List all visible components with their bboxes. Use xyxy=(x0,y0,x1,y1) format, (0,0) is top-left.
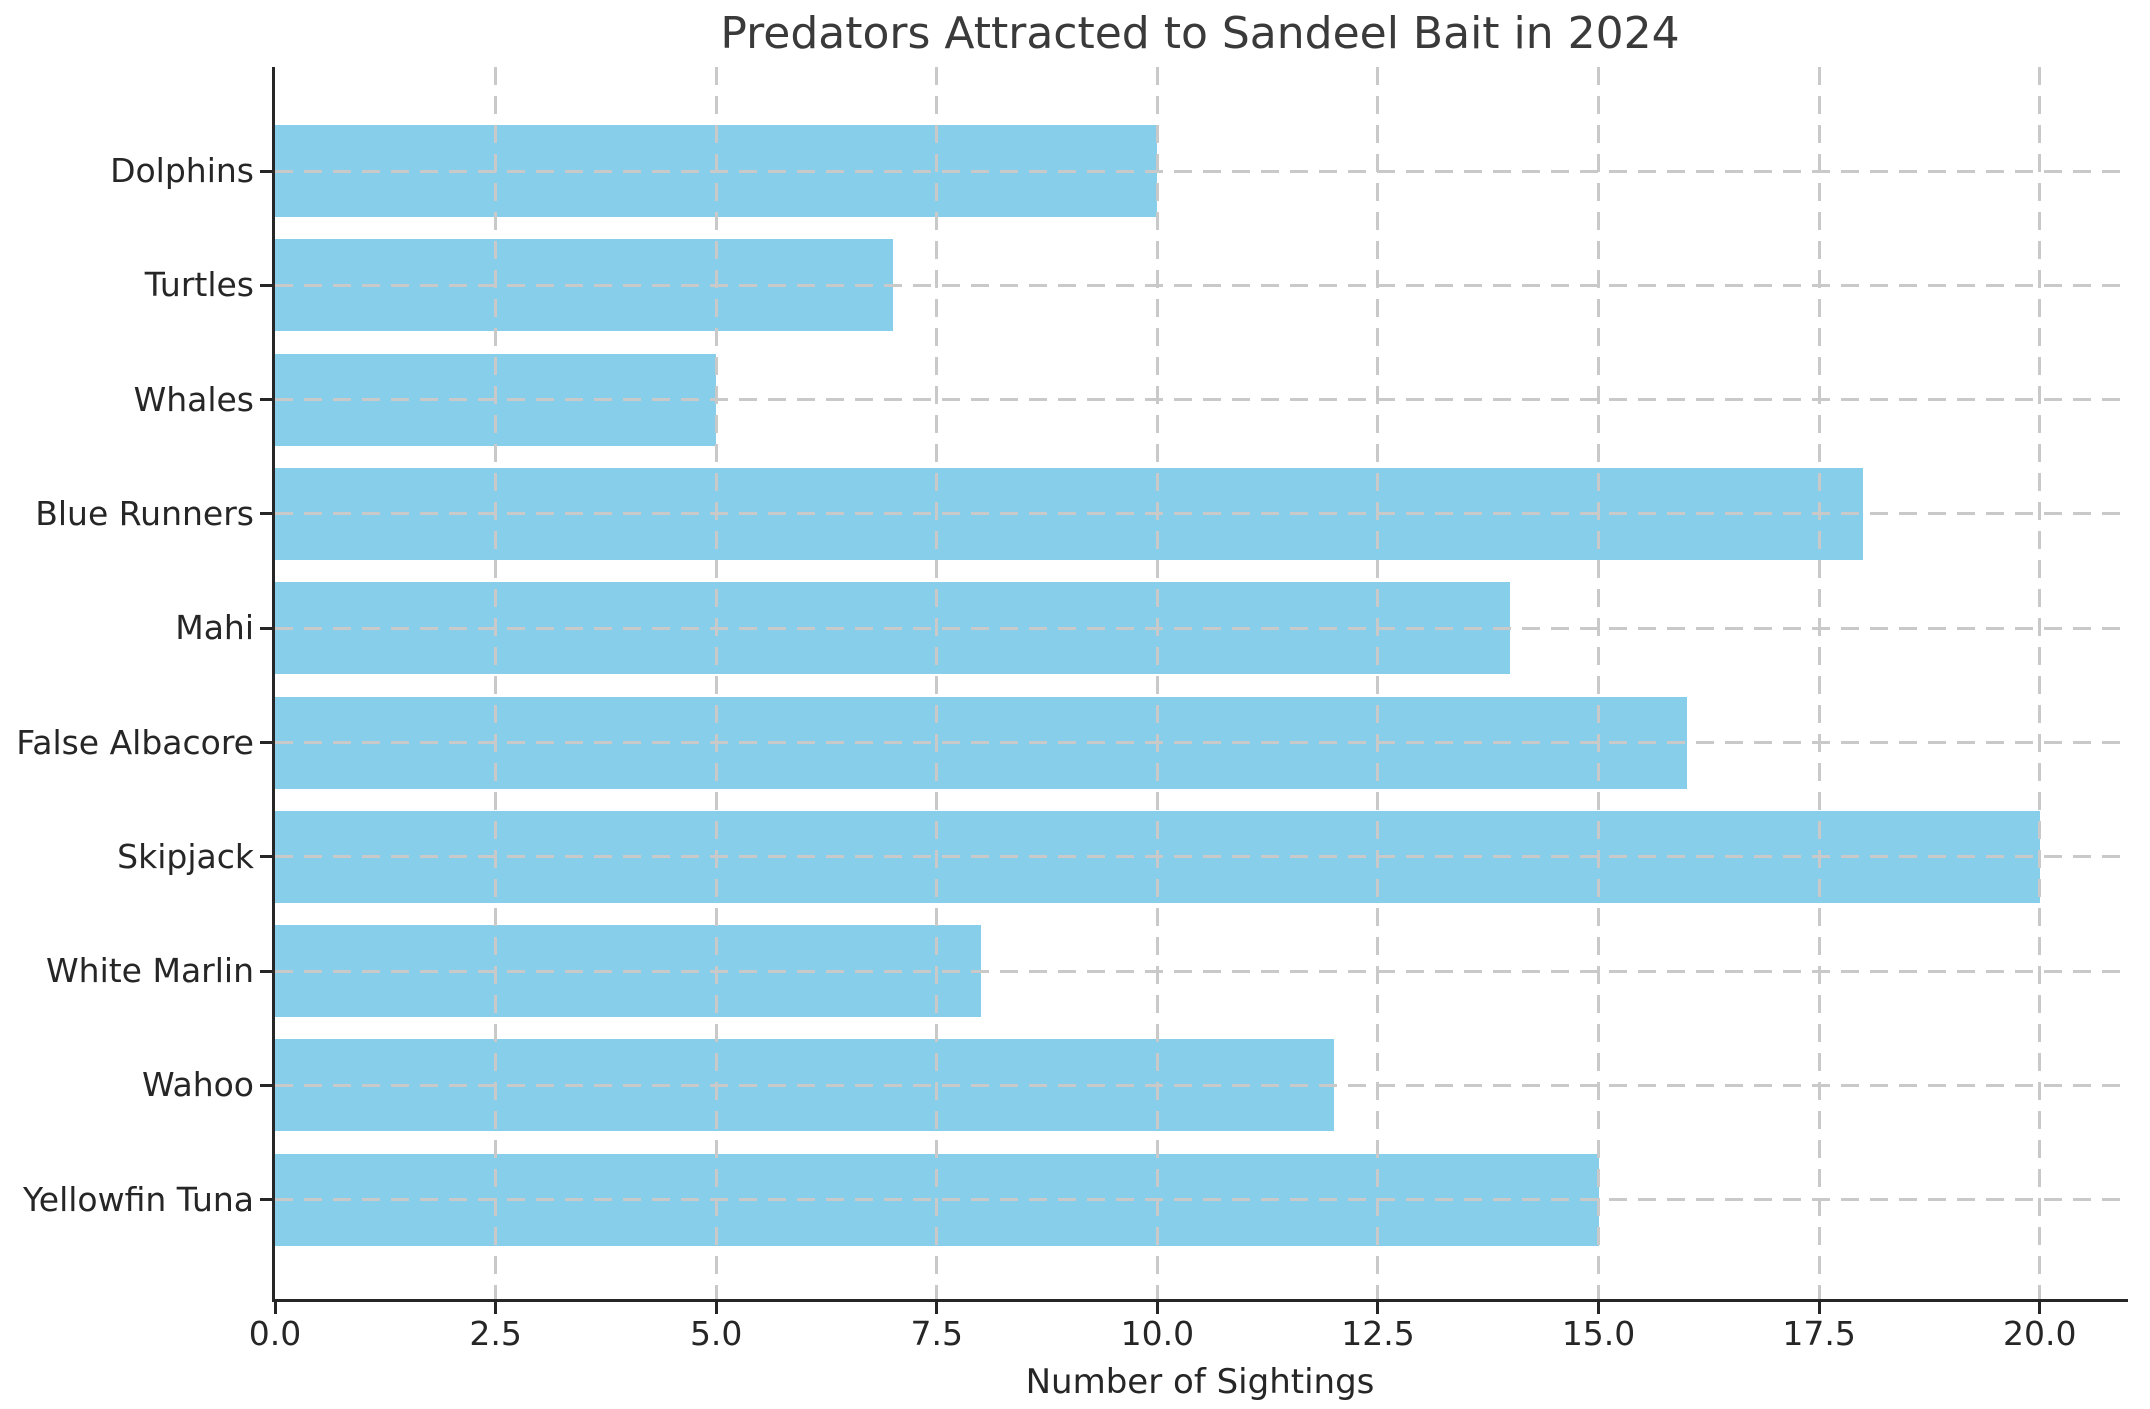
x-tick-mark xyxy=(935,1302,939,1314)
gridline-horizontal xyxy=(275,169,2128,173)
gridline-horizontal xyxy=(275,969,2128,973)
x-tick-label: 0.0 xyxy=(248,1314,302,1353)
x-tick-mark xyxy=(273,1302,277,1314)
gridline-horizontal xyxy=(275,1083,2128,1087)
x-tick-label: 20.0 xyxy=(2003,1314,2077,1353)
y-tick-mark xyxy=(260,398,272,402)
y-tick-label-turtles: Turtles xyxy=(144,265,254,305)
gridline-horizontal xyxy=(275,398,2128,402)
y-tick-mark xyxy=(260,855,272,859)
x-tick-mark xyxy=(1155,1302,1159,1314)
y-tick-label-false-albacore: False Albacore xyxy=(16,722,254,762)
x-tick-mark xyxy=(1817,1302,1821,1314)
x-tick-mark xyxy=(1376,1302,1380,1314)
y-tick-label-wahoo: Wahoo xyxy=(141,1065,254,1105)
x-tick-label: 17.5 xyxy=(1782,1314,1856,1353)
y-tick-mark xyxy=(260,169,272,173)
gridline-horizontal xyxy=(275,626,2128,630)
y-tick-label-white-marlin: White Marlin xyxy=(46,951,254,991)
x-tick-mark xyxy=(1597,1302,1601,1314)
x-tick-label: 15.0 xyxy=(1561,1314,1636,1353)
x-tick-mark xyxy=(714,1302,718,1314)
x-tick-label: 7.5 xyxy=(910,1314,964,1353)
gridline-horizontal xyxy=(275,1198,2128,1202)
y-tick-mark xyxy=(260,969,272,973)
gridline-vertical xyxy=(935,67,939,1299)
y-tick-mark xyxy=(260,512,272,516)
y-tick-mark xyxy=(260,1083,272,1087)
y-tick-label-skipjack: Skipjack xyxy=(117,836,254,876)
x-tick-label: 5.0 xyxy=(689,1314,743,1353)
x-tick-label: 2.5 xyxy=(469,1314,522,1353)
y-tick-label-whales: Whales xyxy=(133,379,254,419)
gridline-horizontal xyxy=(275,283,2128,287)
y-tick-mark xyxy=(260,741,272,744)
y-tick-label-mahi: Mahi xyxy=(175,608,254,648)
gridline-vertical xyxy=(1817,67,1821,1299)
x-tick-label: 10.0 xyxy=(1120,1314,1195,1353)
y-tick-mark xyxy=(260,626,272,630)
plot-area xyxy=(272,67,2128,1302)
y-tick-mark xyxy=(260,1198,272,1202)
gridline-vertical xyxy=(494,67,498,1299)
gridline-vertical xyxy=(1155,67,1159,1299)
gridline-vertical xyxy=(1597,67,1601,1299)
gridline-horizontal xyxy=(275,855,2128,859)
gridline-vertical xyxy=(714,67,718,1299)
gridline-vertical xyxy=(2038,67,2042,1299)
y-tick-label-dolphins: Dolphins xyxy=(110,151,254,190)
gridline-horizontal xyxy=(275,512,2128,516)
y-tick-label-yellowfin-tuna: Yellowfin Tuna xyxy=(23,1179,254,1219)
gridline-horizontal xyxy=(275,741,2128,744)
x-axis-label: Number of Sightings xyxy=(1025,1362,1375,1402)
y-tick-label-blue-runners: Blue Runners xyxy=(35,493,254,533)
x-tick-mark xyxy=(2038,1302,2042,1314)
y-tick-mark xyxy=(260,283,272,287)
chart-title: Predators Attracted to Sandeel Bait in 2… xyxy=(720,8,1680,59)
x-tick-label: 12.5 xyxy=(1341,1314,1415,1353)
gridline-vertical xyxy=(1376,67,1380,1299)
x-tick-mark xyxy=(494,1302,498,1314)
